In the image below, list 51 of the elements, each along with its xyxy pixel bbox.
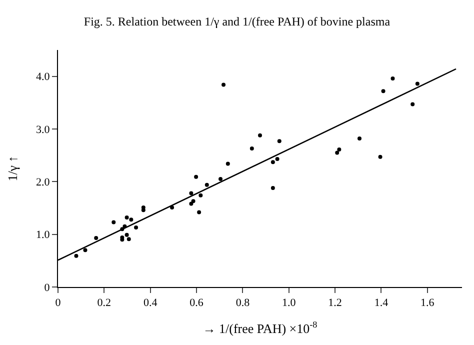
y-tick-label: 4.0 [36, 71, 50, 84]
point [134, 225, 138, 230]
point [170, 205, 174, 210]
point [358, 136, 362, 140]
x-axis-title: → 1/(free PAH) ×10$^{-8}$ [202, 319, 318, 336]
point [270, 186, 275, 190]
point [390, 76, 395, 80]
point [129, 218, 134, 222]
point [124, 215, 129, 220]
point [189, 191, 194, 196]
chart-title: Fig. 5. Relation between 1/γ and 1/(free PAH) of bovine plasma [84, 14, 391, 29]
x-tick-label: 1.6 [420, 297, 435, 310]
point [277, 139, 282, 144]
y-tick-label: 0 [44, 282, 50, 294]
x-tick-label: 0.2 [97, 297, 112, 310]
y-axis-title: 1/γ ↑ [5, 156, 20, 182]
point [226, 162, 230, 166]
point [112, 220, 116, 224]
point [410, 102, 415, 106]
point [335, 150, 340, 155]
point [124, 232, 129, 237]
y-tick-label: 1.0 [36, 229, 50, 242]
x-tick-label: 0.4 [143, 297, 158, 310]
point [381, 89, 386, 94]
x-tick-label: 0.6 [190, 297, 204, 310]
point [194, 174, 198, 179]
point [275, 157, 280, 162]
point [222, 82, 226, 87]
point [250, 146, 254, 150]
x-tick-label: 1.0 [282, 297, 296, 310]
x-tick-label: 0 [55, 297, 62, 310]
point [191, 199, 196, 204]
point [415, 82, 420, 86]
point [141, 208, 146, 212]
point [204, 182, 209, 187]
point [270, 160, 275, 164]
point [83, 248, 88, 252]
x-tick-label: 0.8 [236, 297, 250, 310]
y-tick-label: 2.0 [36, 176, 50, 189]
point [126, 237, 131, 242]
point [197, 210, 202, 214]
y-tick-label: 3.0 [36, 124, 50, 136]
point [74, 254, 78, 258]
point [218, 177, 223, 182]
point [94, 236, 98, 240]
point [337, 148, 342, 152]
x-tick-label: 1.4 [374, 297, 389, 310]
point [258, 133, 262, 138]
point [378, 154, 382, 159]
point [198, 193, 203, 198]
x-tick-label: 1.2 [328, 297, 342, 310]
